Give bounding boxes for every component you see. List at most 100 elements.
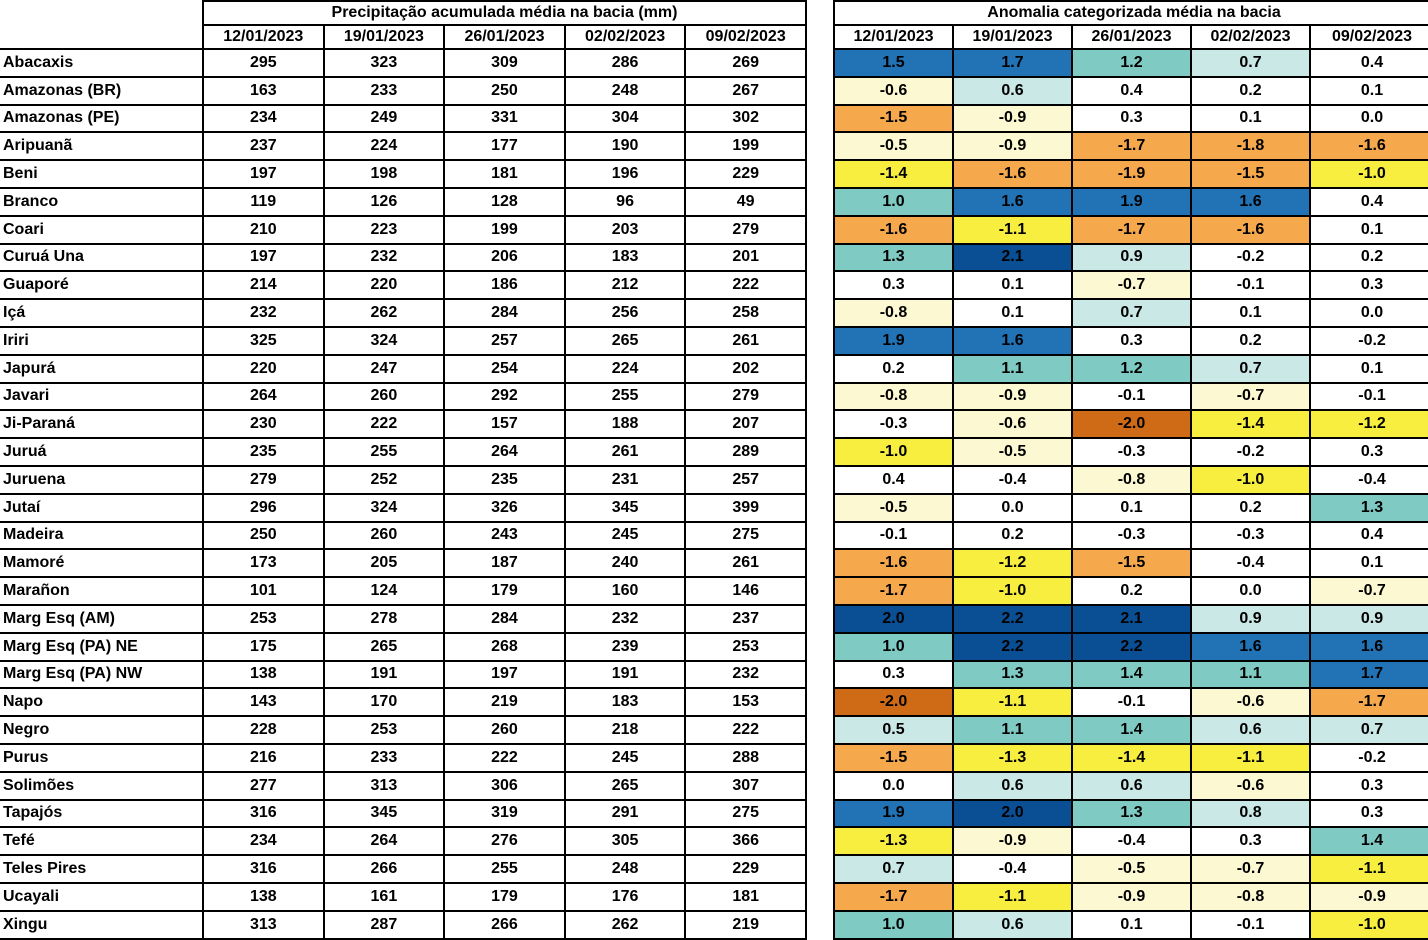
precip-value-cell: 255 [443, 854, 566, 884]
precip-value-cell: 197 [443, 659, 566, 690]
precip-value-cell: 262 [322, 298, 446, 328]
table-row: Negro 228 253 260 218 222 [0, 715, 807, 745]
precip-value-cell: 175 [202, 631, 325, 662]
precip-value-cell: 232 [202, 298, 325, 328]
precip-value-cell: 264 [443, 437, 566, 467]
precip-value-cell: 243 [443, 520, 566, 551]
date-header: 26/01/2023 [1071, 24, 1192, 50]
table-row: 0.3 0.1 -0.7 -0.1 0.3 [833, 270, 1428, 301]
date-header: 09/02/2023 [1308, 24, 1428, 50]
precip-value-cell: 233 [322, 742, 446, 773]
precip-value-cell: 219 [443, 687, 566, 718]
precip-value-cell: 101 [202, 576, 325, 606]
precip-value-cell: 261 [684, 325, 807, 356]
precip-table-body: Abacaxis 295 323 309 286 269 Amazonas (BR) 163 2… [0, 48, 807, 940]
anomaly-value-cell: -0.1 [1190, 909, 1311, 940]
precip-value-cell: 319 [443, 798, 566, 829]
precip-value-cell: 284 [443, 603, 566, 634]
anomaly-value-cell: -1.0 [833, 437, 954, 467]
anomaly-value-cell: 0.2 [1071, 576, 1192, 606]
precip-value-cell: 250 [443, 75, 566, 106]
precip-value-cell: 302 [684, 103, 807, 134]
precip-value-cell: 296 [202, 492, 325, 523]
anomaly-value-cell: 0.2 [1308, 242, 1428, 273]
precip-value-cell: 257 [684, 464, 807, 495]
table-row: Marg Esq (AM) 253 278 284 232 237 [0, 603, 807, 634]
anomaly-value-cell: 1.4 [1308, 826, 1428, 857]
precip-value-cell: 289 [684, 437, 807, 467]
anomaly-value-cell: 1.1 [1190, 659, 1311, 690]
precip-value-cell: 279 [202, 464, 325, 495]
table-row: -0.8 0.1 0.7 0.1 0.0 [833, 298, 1428, 328]
anomaly-value-cell: -1.5 [1190, 159, 1311, 189]
table-row: Tefé 234 264 276 305 366 [0, 826, 807, 857]
table-row: Ji-Paraná 230 222 157 188 207 [0, 409, 807, 440]
precip-value-cell: 366 [684, 826, 807, 857]
table-row: Marg Esq (PA) NW 138 191 197 191 232 [0, 659, 807, 690]
table-row: 1.9 2.0 1.3 0.8 0.3 [833, 798, 1428, 829]
precip-value-cell: 305 [563, 826, 687, 857]
precip-value-cell: 228 [202, 715, 325, 745]
precip-value-cell: 275 [684, 798, 807, 829]
precip-value-cell: 161 [322, 881, 446, 912]
anomaly-value-cell: 1.4 [1071, 715, 1192, 745]
precip-value-cell: 210 [202, 214, 325, 245]
anomaly-value-cell: -1.3 [952, 742, 1073, 773]
table-row: Branco 119 126 128 96 49 [0, 186, 807, 217]
basin-label: Purus [0, 742, 204, 773]
anomaly-value-cell: -1.6 [952, 159, 1073, 189]
anomaly-value-cell: -1.3 [833, 826, 954, 857]
precip-value-cell: 237 [684, 603, 807, 634]
anomaly-value-cell: 0.7 [1308, 715, 1428, 745]
table-row: Marg Esq (PA) NE 175 265 268 239 253 [0, 631, 807, 662]
anomaly-value-cell: 2.2 [1071, 631, 1192, 662]
precip-value-cell: 197 [202, 159, 325, 189]
anomaly-value-cell: 0.6 [952, 770, 1073, 801]
table-row: Japurá 220 247 254 224 202 [0, 353, 807, 384]
date-header: 12/01/2023 [833, 24, 954, 50]
basin-label: Javari [0, 381, 204, 412]
anomaly-value-cell: 0.1 [1308, 353, 1428, 384]
precip-value-cell: 207 [684, 409, 807, 440]
anomaly-value-cell: -0.7 [1071, 270, 1192, 301]
table-row: -1.6 -1.2 -1.5 -0.4 0.1 [833, 548, 1428, 579]
precip-value-cell: 309 [443, 48, 566, 78]
precip-value-cell: 277 [202, 770, 325, 801]
anomaly-value-cell: 0.1 [1190, 103, 1311, 134]
anomaly-value-cell: 0.4 [1308, 48, 1428, 78]
anomaly-value-cell: -1.4 [833, 159, 954, 189]
precip-value-cell: 183 [563, 242, 687, 273]
table-row: -1.7 -1.0 0.2 0.0 -0.7 [833, 576, 1428, 606]
anomaly-value-cell: -2.0 [1071, 409, 1192, 440]
anomaly-value-cell: 0.0 [1308, 298, 1428, 328]
table-row: Içá 232 262 284 256 258 [0, 298, 807, 328]
anomaly-value-cell: 0.9 [1308, 603, 1428, 634]
anomaly-title-row: Anomalia categorizada média na bacia [832, 0, 1428, 26]
anomaly-value-cell: 0.7 [1071, 298, 1192, 328]
precip-value-cell: 186 [443, 270, 566, 301]
table-row: Madeira 250 260 243 245 275 [0, 520, 807, 551]
table-row: 0.4 -0.4 -0.8 -1.0 -0.4 [833, 464, 1428, 495]
anomaly-value-cell: -1.1 [1308, 854, 1428, 884]
precip-value-cell: 181 [443, 159, 566, 189]
table-row: -0.8 -0.9 -0.1 -0.7 -0.1 [833, 381, 1428, 412]
anomaly-value-cell: -0.2 [1308, 325, 1428, 356]
table-row: -1.3 -0.9 -0.4 0.3 1.4 [833, 826, 1428, 857]
anomaly-value-cell: 0.4 [1308, 186, 1428, 217]
anomaly-value-cell: 0.1 [1308, 548, 1428, 579]
precip-value-cell: 214 [202, 270, 325, 301]
precip-value-cell: 235 [443, 464, 566, 495]
anomaly-value-cell: -0.9 [952, 131, 1073, 162]
table-row: 0.3 1.3 1.4 1.1 1.7 [833, 659, 1428, 690]
anomaly-value-cell: -0.8 [833, 298, 954, 328]
basin-label: Solimões [0, 770, 204, 801]
precip-value-cell: 284 [443, 298, 566, 328]
table-row: Teles Pires 316 266 255 248 229 [0, 854, 807, 884]
basin-label: Amazonas (BR) [0, 75, 204, 106]
anomaly-value-cell: -1.2 [952, 548, 1073, 579]
anomaly-value-cell: -0.9 [1308, 881, 1428, 912]
anomaly-value-cell: -0.3 [833, 409, 954, 440]
precip-value-cell: 229 [684, 159, 807, 189]
anomaly-value-cell: 0.0 [1190, 576, 1311, 606]
precip-value-cell: 146 [684, 576, 807, 606]
